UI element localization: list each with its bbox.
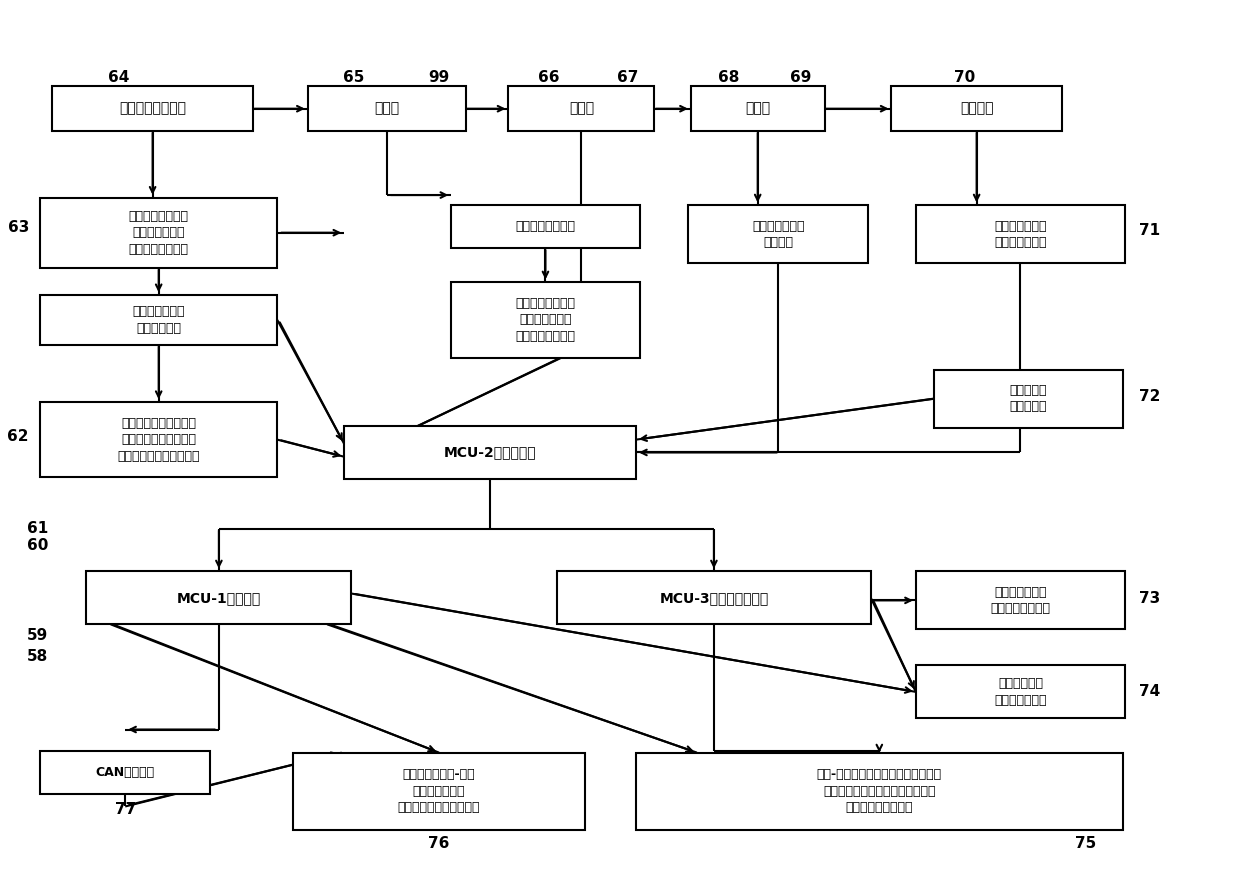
Text: 71: 71 — [1139, 223, 1160, 238]
Text: 发动机点火电路
（停止控制电路）: 发动机点火电路 （停止控制电路） — [990, 586, 1051, 615]
Text: 63: 63 — [7, 220, 28, 235]
FancyBboxPatch shape — [508, 87, 654, 131]
Text: 电动发动机阻风门: 电动发动机阻风门 — [515, 220, 575, 233]
FancyBboxPatch shape — [691, 87, 825, 131]
Text: 59: 59 — [27, 628, 48, 643]
FancyBboxPatch shape — [916, 205, 1125, 263]
Text: 76: 76 — [429, 836, 450, 851]
FancyBboxPatch shape — [344, 426, 636, 479]
Text: 60: 60 — [27, 538, 48, 554]
Text: 发动机节气门电机
及驱动控制电路
电动节气门传感器: 发动机节气门电机 及驱动控制电路 电动节气门传感器 — [129, 209, 188, 255]
Text: 化油器: 化油器 — [374, 102, 399, 116]
Text: 64: 64 — [109, 70, 130, 84]
Text: 70: 70 — [954, 70, 975, 84]
FancyBboxPatch shape — [934, 369, 1123, 428]
FancyBboxPatch shape — [87, 571, 352, 624]
FancyBboxPatch shape — [892, 87, 1062, 131]
Text: 66: 66 — [538, 70, 559, 84]
Text: 同步整流模块及
发电机驱动模块: 同步整流模块及 发电机驱动模块 — [994, 220, 1047, 249]
FancyBboxPatch shape — [52, 87, 253, 131]
Text: 77: 77 — [115, 801, 136, 817]
Text: 61: 61 — [27, 521, 48, 536]
FancyBboxPatch shape — [636, 753, 1123, 830]
Text: 动力电池: 动力电池 — [960, 102, 994, 116]
FancyBboxPatch shape — [40, 197, 278, 268]
FancyBboxPatch shape — [916, 571, 1125, 629]
FancyBboxPatch shape — [307, 87, 466, 131]
FancyBboxPatch shape — [40, 295, 278, 345]
Text: 74: 74 — [1139, 684, 1160, 699]
Text: MCU-2发动机控制: MCU-2发动机控制 — [444, 446, 536, 460]
FancyBboxPatch shape — [40, 751, 211, 793]
Text: 68: 68 — [717, 70, 740, 84]
Text: 72: 72 — [1139, 388, 1160, 403]
Text: 发动机阻风门电机
及驱动控制电路
电动阻风门传感器: 发动机阻风门电机 及驱动控制电路 电动阻风门传感器 — [515, 297, 575, 343]
Text: 发动机: 发动机 — [569, 102, 593, 116]
Text: 发动机辅助燃油混合比
阀电机及驱动控制电路
辅助燃油混合比阀传感器: 发动机辅助燃油混合比 阀电机及驱动控制电路 辅助燃油混合比阀传感器 — [118, 416, 199, 462]
FancyBboxPatch shape — [689, 205, 869, 263]
FancyBboxPatch shape — [40, 402, 278, 477]
FancyBboxPatch shape — [451, 282, 639, 357]
Text: 58: 58 — [27, 649, 48, 664]
Text: 65: 65 — [343, 70, 364, 84]
Text: 发电机输出电压-电流
采样及保护电路
发动机及发电机温度检测: 发电机输出电压-电流 采样及保护电路 发动机及发电机温度检测 — [398, 768, 481, 814]
Text: 75: 75 — [1075, 836, 1097, 851]
Text: 69: 69 — [789, 70, 812, 84]
Text: 发电机: 发电机 — [745, 102, 771, 116]
Text: 73: 73 — [1139, 591, 1160, 607]
Text: 动力电池电流
电压及温度检测: 动力电池电流 电压及温度检测 — [994, 677, 1047, 706]
Text: 电动发动机节气门: 电动发动机节气门 — [119, 102, 186, 116]
Text: MCU-1智能管理: MCU-1智能管理 — [177, 591, 261, 605]
Text: 电动发动机辅助
燃油混合比阀: 电动发动机辅助 燃油混合比阀 — [133, 305, 185, 335]
Text: CAN通讯电路: CAN通讯电路 — [95, 766, 155, 779]
FancyBboxPatch shape — [294, 753, 585, 830]
Text: 发动机点火
信号传感器: 发动机点火 信号传感器 — [1010, 384, 1047, 414]
Text: 自动-手动转换开关，手动启动开关，
环境温度检测，驾驶室内温度检测
空调控制及调节开关: 自动-手动转换开关，手动启动开关， 环境温度检测，驾驶室内温度检测 空调控制及调… — [817, 768, 942, 814]
Text: 67: 67 — [617, 70, 638, 84]
FancyBboxPatch shape — [916, 666, 1125, 719]
Text: 62: 62 — [7, 428, 28, 444]
Text: 发电机三相输出
电压检测: 发电机三相输出 电压检测 — [752, 220, 804, 249]
FancyBboxPatch shape — [558, 571, 871, 624]
FancyBboxPatch shape — [451, 205, 639, 248]
Text: 99: 99 — [429, 70, 450, 84]
Text: MCU-3发动机点火控制: MCU-3发动机点火控制 — [659, 591, 768, 605]
